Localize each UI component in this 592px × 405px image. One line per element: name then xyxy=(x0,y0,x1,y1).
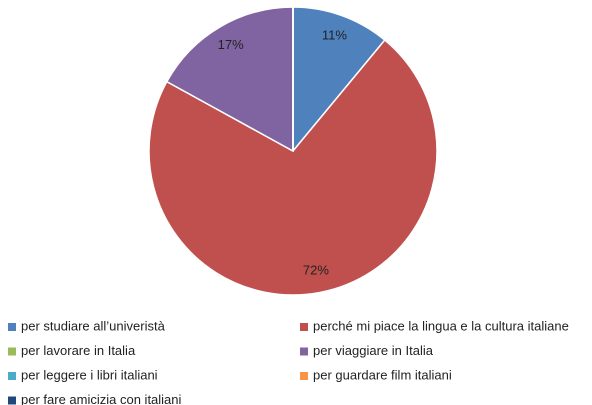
legend-swatch xyxy=(8,347,16,356)
legend-swatch xyxy=(8,323,16,331)
legend-swatch xyxy=(8,372,16,380)
legend-label: per guardare film italiani xyxy=(313,367,452,382)
pie-slice xyxy=(292,6,386,154)
legend-label: per fare amicizia con italiani xyxy=(21,392,182,405)
legend-label: perché mi piace la lingua e la cultura i… xyxy=(313,318,569,333)
legend-swatch xyxy=(300,323,308,331)
legend-label: per leggere i libri italiani xyxy=(21,367,158,382)
pie-slice xyxy=(165,6,294,153)
legend-label: per studiare all’univeristà xyxy=(21,318,166,333)
legend-swatch xyxy=(8,396,16,405)
data-label: 72% xyxy=(303,263,329,278)
data-label: 11% xyxy=(322,27,347,42)
data-label: 17% xyxy=(218,37,244,52)
pie-slice xyxy=(148,38,438,296)
legend-label: per viaggiare in Italia xyxy=(313,343,434,358)
legend-swatch xyxy=(300,372,308,380)
legend-label: per lavorare in Italia xyxy=(21,343,136,358)
legend-swatch xyxy=(300,347,308,356)
